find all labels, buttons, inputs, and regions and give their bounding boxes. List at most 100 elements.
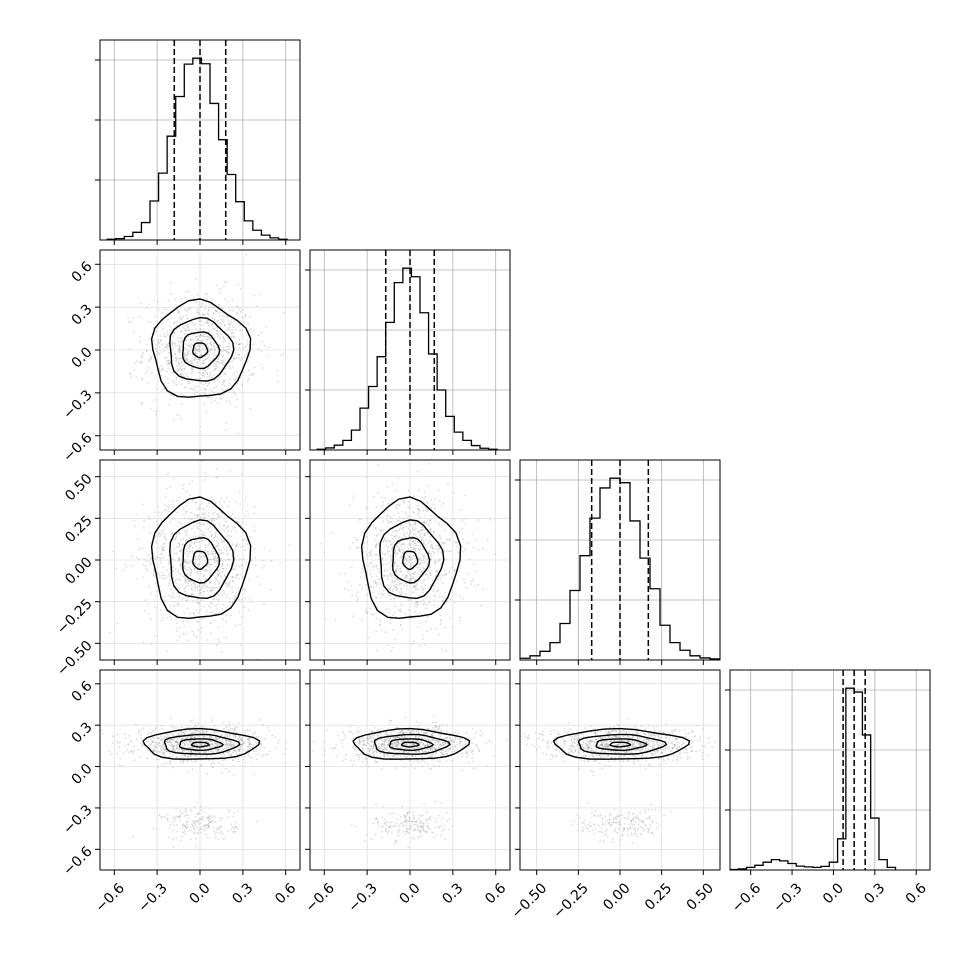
scatter-point (133, 369, 136, 371)
scatter-point (161, 511, 164, 513)
scatter-point (152, 574, 155, 577)
scatter-point (223, 363, 226, 366)
scatter-point (458, 742, 461, 745)
scatter-point (223, 837, 226, 840)
scatter-point (373, 744, 376, 746)
scatter-point (365, 508, 368, 510)
scatter-point (202, 825, 205, 828)
scatter-point (398, 580, 400, 583)
scatter-point (218, 303, 220, 306)
scatter-point (210, 754, 212, 757)
scatter-point (159, 751, 161, 753)
scatter-point (217, 569, 220, 572)
scatter-point (173, 744, 175, 747)
scatter-point (234, 526, 237, 529)
scatter-point (179, 559, 182, 561)
scatter-point (427, 748, 429, 751)
scatter-point (415, 566, 418, 569)
scatter-point (190, 541, 193, 544)
scatter-point (380, 748, 382, 750)
scatter-point (177, 521, 180, 524)
scatter-point (431, 739, 434, 741)
scatter-point (247, 609, 250, 612)
scatter-point (222, 618, 224, 620)
scatter-point (172, 419, 175, 422)
scatter-point (445, 574, 448, 576)
scatter-point (183, 356, 186, 358)
scatter-point (471, 757, 473, 759)
scatter-point (414, 585, 416, 588)
scatter-point (178, 348, 181, 351)
scatter-point (384, 747, 386, 749)
scatter-point (196, 734, 199, 737)
scatter-point (381, 743, 384, 746)
scatter-point (193, 827, 196, 830)
scatter-point (166, 360, 168, 362)
scatter-point (421, 581, 423, 584)
scatter-point (361, 737, 364, 739)
scatter-point (404, 747, 407, 750)
scatter-point (188, 483, 191, 485)
scatter-point (215, 644, 218, 646)
scatter-point (449, 748, 452, 750)
scatter-point (192, 761, 195, 763)
scatter-point (439, 620, 442, 622)
scatter-point (181, 749, 184, 752)
scatter-point (174, 749, 177, 752)
scatter-point (205, 817, 208, 819)
scatter-point (407, 572, 410, 575)
scatter-point (159, 553, 162, 556)
scatter-point (387, 578, 389, 580)
scatter-point (209, 342, 212, 345)
scatter-point (388, 502, 390, 505)
scatter-point (210, 306, 213, 309)
histogram-0 (106, 57, 288, 240)
scatter-point (217, 748, 220, 751)
scatter-point (132, 749, 135, 752)
scatter-point (402, 532, 405, 535)
scatter-point (412, 528, 414, 531)
scatter-point (157, 737, 160, 740)
scatter-point (174, 741, 177, 743)
scatter-point (403, 732, 405, 734)
scatter-point (207, 382, 210, 385)
scatter-point (229, 741, 232, 744)
scatter-point (394, 489, 397, 492)
scatter-point (436, 760, 439, 763)
scatter-point (386, 549, 389, 552)
scatter-point (396, 727, 399, 729)
scatter-point (422, 543, 425, 546)
scatter-point (375, 597, 378, 599)
scatter-point (180, 337, 183, 340)
scatter-point (376, 649, 378, 652)
scatter-point (172, 747, 175, 750)
scatter-point (391, 558, 393, 560)
scatter-point (459, 743, 462, 746)
scatter-point (187, 344, 190, 347)
scatter-point (409, 539, 412, 542)
scatter-point (376, 735, 379, 737)
scatter-point (175, 727, 178, 729)
scatter-point (195, 571, 198, 574)
scatter-point (225, 735, 227, 738)
scatter-point (239, 311, 242, 313)
scatter-point (406, 729, 409, 731)
scatter-point (140, 362, 143, 364)
scatter-point (351, 738, 353, 741)
scatter-point (164, 375, 167, 378)
scatter-point (139, 361, 142, 363)
scatter-point (156, 590, 158, 593)
scatter-point (167, 756, 170, 758)
scatter-point (241, 384, 244, 387)
scatter-point (228, 582, 230, 584)
scatter-point (184, 590, 186, 592)
scatter-point (200, 828, 202, 830)
scatter-point (388, 722, 391, 725)
scatter-point (238, 353, 240, 356)
scatter-point (365, 763, 368, 765)
scatter-point (180, 360, 183, 363)
scatter-point (156, 350, 158, 353)
scatter-point (184, 548, 187, 551)
scatter-point (177, 311, 179, 314)
scatter-point (412, 573, 415, 576)
